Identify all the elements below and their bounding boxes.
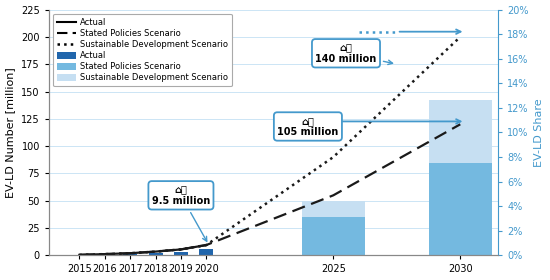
Text: ⌂⛐
9.5 million: ⌂⛐ 9.5 million <box>152 185 210 241</box>
Bar <box>428 100 492 162</box>
Bar <box>301 201 365 217</box>
Bar <box>301 217 365 255</box>
Y-axis label: EV-LD Number [million]: EV-LD Number [million] <box>6 67 15 198</box>
Text: ⌂⛐
140 million: ⌂⛐ 140 million <box>315 43 393 64</box>
Bar <box>174 252 188 255</box>
Text: ⌂⛐
105 million: ⌂⛐ 105 million <box>277 116 339 139</box>
Bar <box>199 249 213 255</box>
Y-axis label: EV-LD Share: EV-LD Share <box>535 98 544 167</box>
Bar <box>148 253 163 255</box>
Bar <box>123 254 137 255</box>
Legend: Actual, Stated Policies Scenario, Sustainable Development Scenario, Actual, Stat: Actual, Stated Policies Scenario, Sustai… <box>53 14 232 87</box>
Bar <box>428 162 492 255</box>
